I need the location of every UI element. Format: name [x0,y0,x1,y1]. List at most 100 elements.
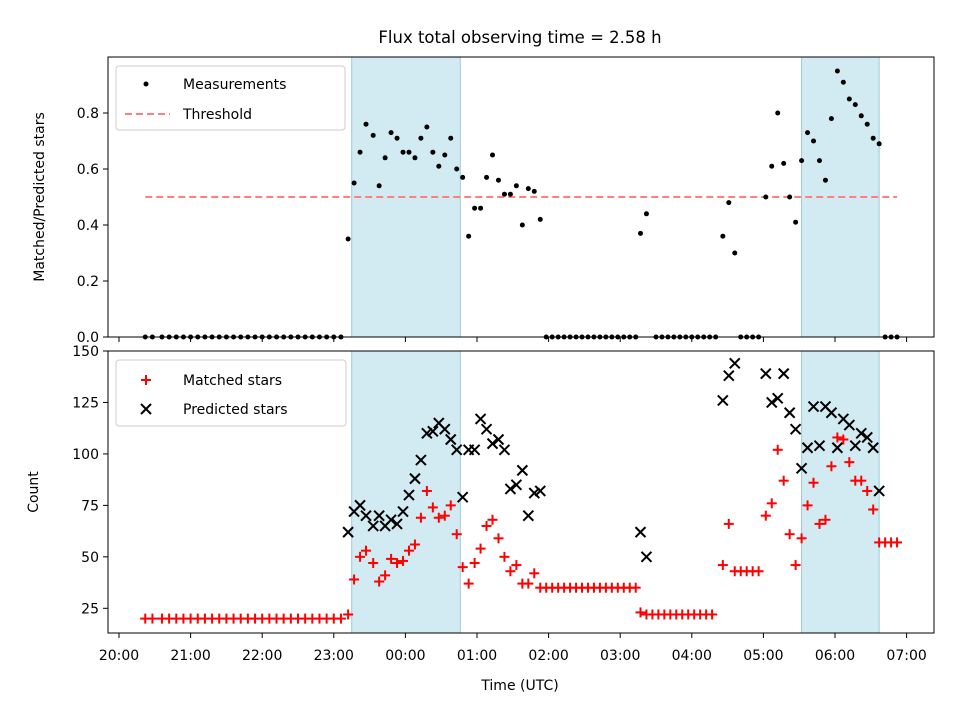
matched-star-point [493,533,504,544]
top-y-axis-label: Matched/Predicted stars [32,112,48,282]
matched-star-point [826,461,837,472]
measurement-point [793,219,799,225]
measurement-point [781,160,787,166]
measurement-point [345,236,351,242]
measurement-point [418,135,424,141]
matched-star-point [475,543,486,554]
bottom-legend-box [115,359,347,427]
predicted-star-point [504,483,517,495]
measurement-point [466,233,472,239]
measurement-point [834,68,840,74]
predicted-star-point [813,439,826,452]
predicted-star-point [492,433,505,446]
x-tick-label: 00:00 [385,648,425,664]
matched-star-point [766,498,777,509]
predicted-star-point [522,509,535,522]
bottom-x-ticks: 20:00 21:00 22:00 23:00 00:00 01:00 02:00 03:00… [99,633,927,664]
measurement-point [351,180,357,186]
predicted-star-point [373,509,385,522]
matched-star-point [481,520,492,531]
predicted-star-point [729,357,741,370]
x-tick-label: 01:00 [457,648,497,664]
measurement-point [787,194,793,200]
predicted-star-point [861,431,873,444]
measurement-point [799,158,805,164]
measurement-point [846,96,852,102]
x-axis-label: Time (UTC) [480,678,558,694]
matched-star-point [772,444,783,455]
predicted-star-point [498,444,511,456]
measurement-point [376,183,382,189]
measurement-point [870,135,876,141]
measurement-point [436,163,442,169]
predicted-star-point [772,392,784,405]
matched-star-point [717,560,728,571]
legend-marker-measurements [143,81,149,87]
y-tick-label: 0.6 [77,162,99,178]
matched-star-point [760,510,771,521]
measurement-point [637,230,643,236]
matched-star-point [868,504,879,515]
predicted-star-point [427,425,439,437]
matched-star-point [707,609,718,620]
measurement-point [495,177,501,183]
predicted-star-point [451,444,463,456]
matched-star-point [451,529,462,540]
measurement-point [430,149,436,155]
predicted-star-point [385,514,397,526]
count-points [140,357,903,624]
predicted-star-point [873,485,885,497]
predicted-star-point [439,423,451,435]
predicted-star-point [534,485,546,497]
matched-star-point [499,551,510,562]
predicted-star-point [360,509,372,522]
predicted-star-point [516,464,529,477]
x-tick-label: 20:00 [99,648,139,664]
measurement-point [388,130,394,136]
legend-marker-predicted [140,403,152,415]
matched-star-point [374,576,385,587]
predicted-star-point [801,442,814,454]
y-tick-label: 25 [81,601,99,617]
x-tick-label: 02:00 [528,648,568,664]
matched-star-point [862,485,873,496]
matched-star-point [753,566,764,577]
predicted-star-point [397,505,409,518]
measurement-point [370,132,376,138]
measurement-point [769,163,775,169]
top-y-ticks: 0.0 0.2 0.4 0.6 0.8 [77,106,108,346]
y-tick-label: 150 [72,344,99,360]
predicted-star-point [415,454,427,466]
matched-star-point [427,502,438,513]
predicted-star-point [777,367,790,380]
top-shaded-intervals [351,56,880,338]
measurement-point [460,174,466,180]
measurement-point [763,194,769,200]
chart-title: Flux total observing time = 2.58 h [378,28,661,47]
predicted-star-point [486,437,499,450]
matched-star-point [856,475,867,486]
y-tick-label: 0.4 [77,218,99,234]
matched-star-point [147,613,158,624]
predicted-star-point [474,413,487,425]
matched-star-point [392,558,403,569]
matched-star-point [487,514,498,525]
measurement-point [726,200,732,206]
y-tick-label: 0.0 [77,330,99,346]
x-tick-label: 04:00 [672,648,712,664]
predicted-star-point [367,520,379,532]
measurement-point [519,222,525,228]
matched-star-point [421,485,432,496]
measurement-point [513,183,519,189]
measurement-point [382,155,388,161]
matched-star-point [469,558,480,569]
predicted-star-point [723,369,735,382]
bottom-legend: Matched stars Predicted stars [115,359,347,427]
predicted-star-point [789,423,802,435]
measurement-point [732,250,738,256]
measurement-point [484,174,490,180]
matched-star-point [808,477,819,488]
matched-star-point [790,560,801,571]
measurement-point [406,149,412,155]
matched-star-point [723,518,734,529]
